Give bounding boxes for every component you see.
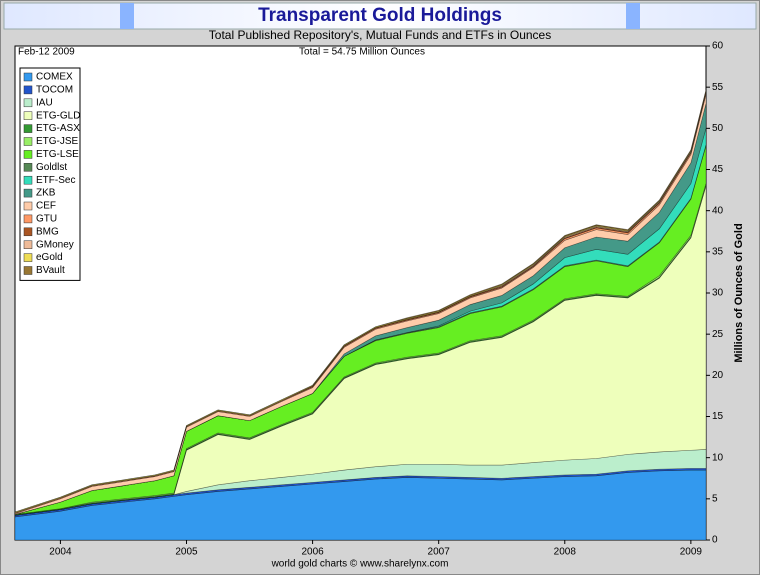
area	[14, 94, 707, 515]
legend-label: eGold	[36, 252, 63, 263]
legend-swatch	[23, 137, 33, 146]
legend-label: ETF-Sec	[36, 175, 75, 186]
area	[14, 145, 707, 515]
legend-label: ETG-LSE	[36, 149, 79, 160]
legend-swatch	[23, 188, 33, 198]
y-tick-label: 40	[712, 205, 724, 216]
area	[14, 185, 707, 516]
legend-swatch	[23, 150, 33, 159]
y-tick-label: 0	[712, 535, 718, 546]
legend-label: BVault	[36, 265, 65, 276]
area	[14, 89, 707, 513]
y-tick-label: 25	[712, 329, 724, 340]
legend-swatch	[23, 124, 33, 133]
y-tick-label: 50	[712, 123, 724, 134]
x-tick-label: 2004	[49, 547, 72, 558]
legend-label: Goldlst	[36, 162, 67, 173]
legend-label: ETG-GLD	[36, 110, 80, 121]
chart-subtitle: Total Published Repository's, Mutual Fun…	[209, 28, 551, 42]
legend-label: BMG	[36, 226, 59, 237]
y-tick-label: 20	[712, 370, 724, 381]
legend-swatch	[23, 201, 33, 211]
area	[14, 183, 707, 515]
area	[14, 92, 707, 515]
x-tick-label: 2008	[554, 547, 577, 558]
y-tick-label: 45	[712, 164, 724, 175]
legend-label: TOCOM	[36, 85, 73, 96]
legend-swatch	[23, 240, 33, 249]
legend-swatch	[23, 72, 33, 82]
area	[14, 468, 707, 518]
legend-swatch	[23, 163, 33, 172]
y-tick-label: 30	[712, 288, 724, 299]
y-tick-label: 5	[712, 493, 718, 504]
legend-label: CEF	[36, 201, 56, 212]
legend-swatch	[23, 266, 33, 275]
total-label: Total = 54.75 Million Ounces	[299, 47, 425, 58]
legend-label: GTU	[36, 214, 57, 225]
legend-label: IAU	[36, 97, 53, 108]
legend-swatch	[23, 227, 33, 237]
area	[14, 92, 707, 514]
legend-swatch	[23, 214, 33, 224]
legend-label: ETG-JSE	[36, 136, 79, 147]
legend-label: COMEX	[36, 72, 73, 83]
legend-swatch	[23, 253, 33, 262]
y-axis-label: Millions of Ounces of Gold	[733, 223, 745, 362]
area	[14, 103, 707, 515]
legend-swatch	[23, 175, 33, 185]
x-tick-label: 2009	[680, 547, 703, 558]
legend-label: ETG-ASX	[36, 123, 80, 134]
y-tick-label: 55	[712, 82, 724, 93]
x-tick-label: 2006	[301, 547, 324, 558]
legend-label: ZKB	[36, 188, 56, 199]
y-tick-label: 60	[712, 41, 724, 52]
area	[14, 128, 707, 515]
title-bar-accent	[120, 3, 134, 29]
footer: world gold charts © www.sharelynx.com	[271, 559, 449, 570]
y-tick-label: 15	[712, 411, 724, 422]
area	[14, 90, 707, 514]
area	[14, 91, 707, 514]
legend-swatch	[23, 111, 33, 120]
legend-swatch	[23, 98, 33, 108]
date-label: Feb-12 2009	[18, 47, 75, 58]
x-tick-label: 2005	[175, 547, 198, 558]
y-tick-label: 35	[712, 246, 724, 257]
legend-swatch	[23, 85, 33, 95]
legend-label: GMoney	[36, 239, 74, 250]
chart-title: Transparent Gold Holdings	[258, 5, 502, 26]
area	[14, 144, 707, 515]
y-tick-label: 10	[712, 452, 724, 463]
title-bar-accent	[626, 3, 640, 29]
x-tick-label: 2007	[428, 547, 451, 558]
